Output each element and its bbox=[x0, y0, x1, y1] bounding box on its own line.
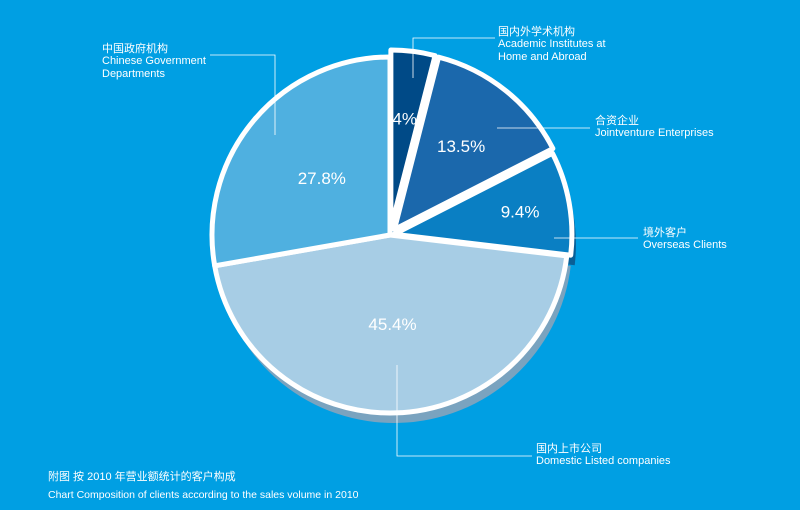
leader-line bbox=[210, 54, 276, 135]
slice-label-zh: 中国政府机构 bbox=[102, 41, 168, 55]
slice-value-label: 9.4% bbox=[501, 203, 540, 222]
slice-label-en: Academic Institutes at bbox=[498, 38, 606, 50]
slice-label-zh: 合资企业 bbox=[595, 113, 639, 127]
slice-label-en: Home and Abroad bbox=[498, 51, 587, 63]
slice-value-label: 27.8% bbox=[298, 169, 346, 188]
slice-label-zh: 国内外学术机构 bbox=[498, 24, 575, 38]
chart-caption-en: Chart Composition of clients according t… bbox=[48, 489, 359, 501]
pie-value-labels: 4% 13.5% 9.4% 45.4% 27.8% bbox=[298, 110, 540, 334]
pie-slice bbox=[391, 150, 575, 258]
leader-line bbox=[396, 365, 532, 457]
slice-label-en: Overseas Clients bbox=[643, 239, 727, 251]
slice-label-en: Jointventure Enterprises bbox=[595, 127, 714, 139]
slice-label-zh: 境外客户 bbox=[643, 225, 687, 239]
slice-value-label: 13.5% bbox=[437, 137, 485, 156]
pie-slice bbox=[391, 54, 556, 233]
pie-slice bbox=[212, 232, 570, 416]
slice-value-label: 45.4% bbox=[368, 315, 416, 334]
chart-caption-zh: 附图 按 2010 年营业额统计的客户构成 bbox=[48, 469, 236, 483]
slice-label-en: Domestic Listed companies bbox=[536, 455, 671, 467]
slice-label-en: Chinese Government bbox=[102, 55, 206, 67]
slice-value-label: 4% bbox=[392, 110, 417, 129]
leader-lines bbox=[210, 37, 638, 457]
slice-label-zh: 国内上市公司 bbox=[536, 441, 602, 455]
pie-slices bbox=[209, 47, 575, 416]
slice-label-en: Departments bbox=[102, 68, 165, 80]
pie-slice bbox=[209, 54, 393, 269]
leader-line bbox=[412, 37, 495, 78]
